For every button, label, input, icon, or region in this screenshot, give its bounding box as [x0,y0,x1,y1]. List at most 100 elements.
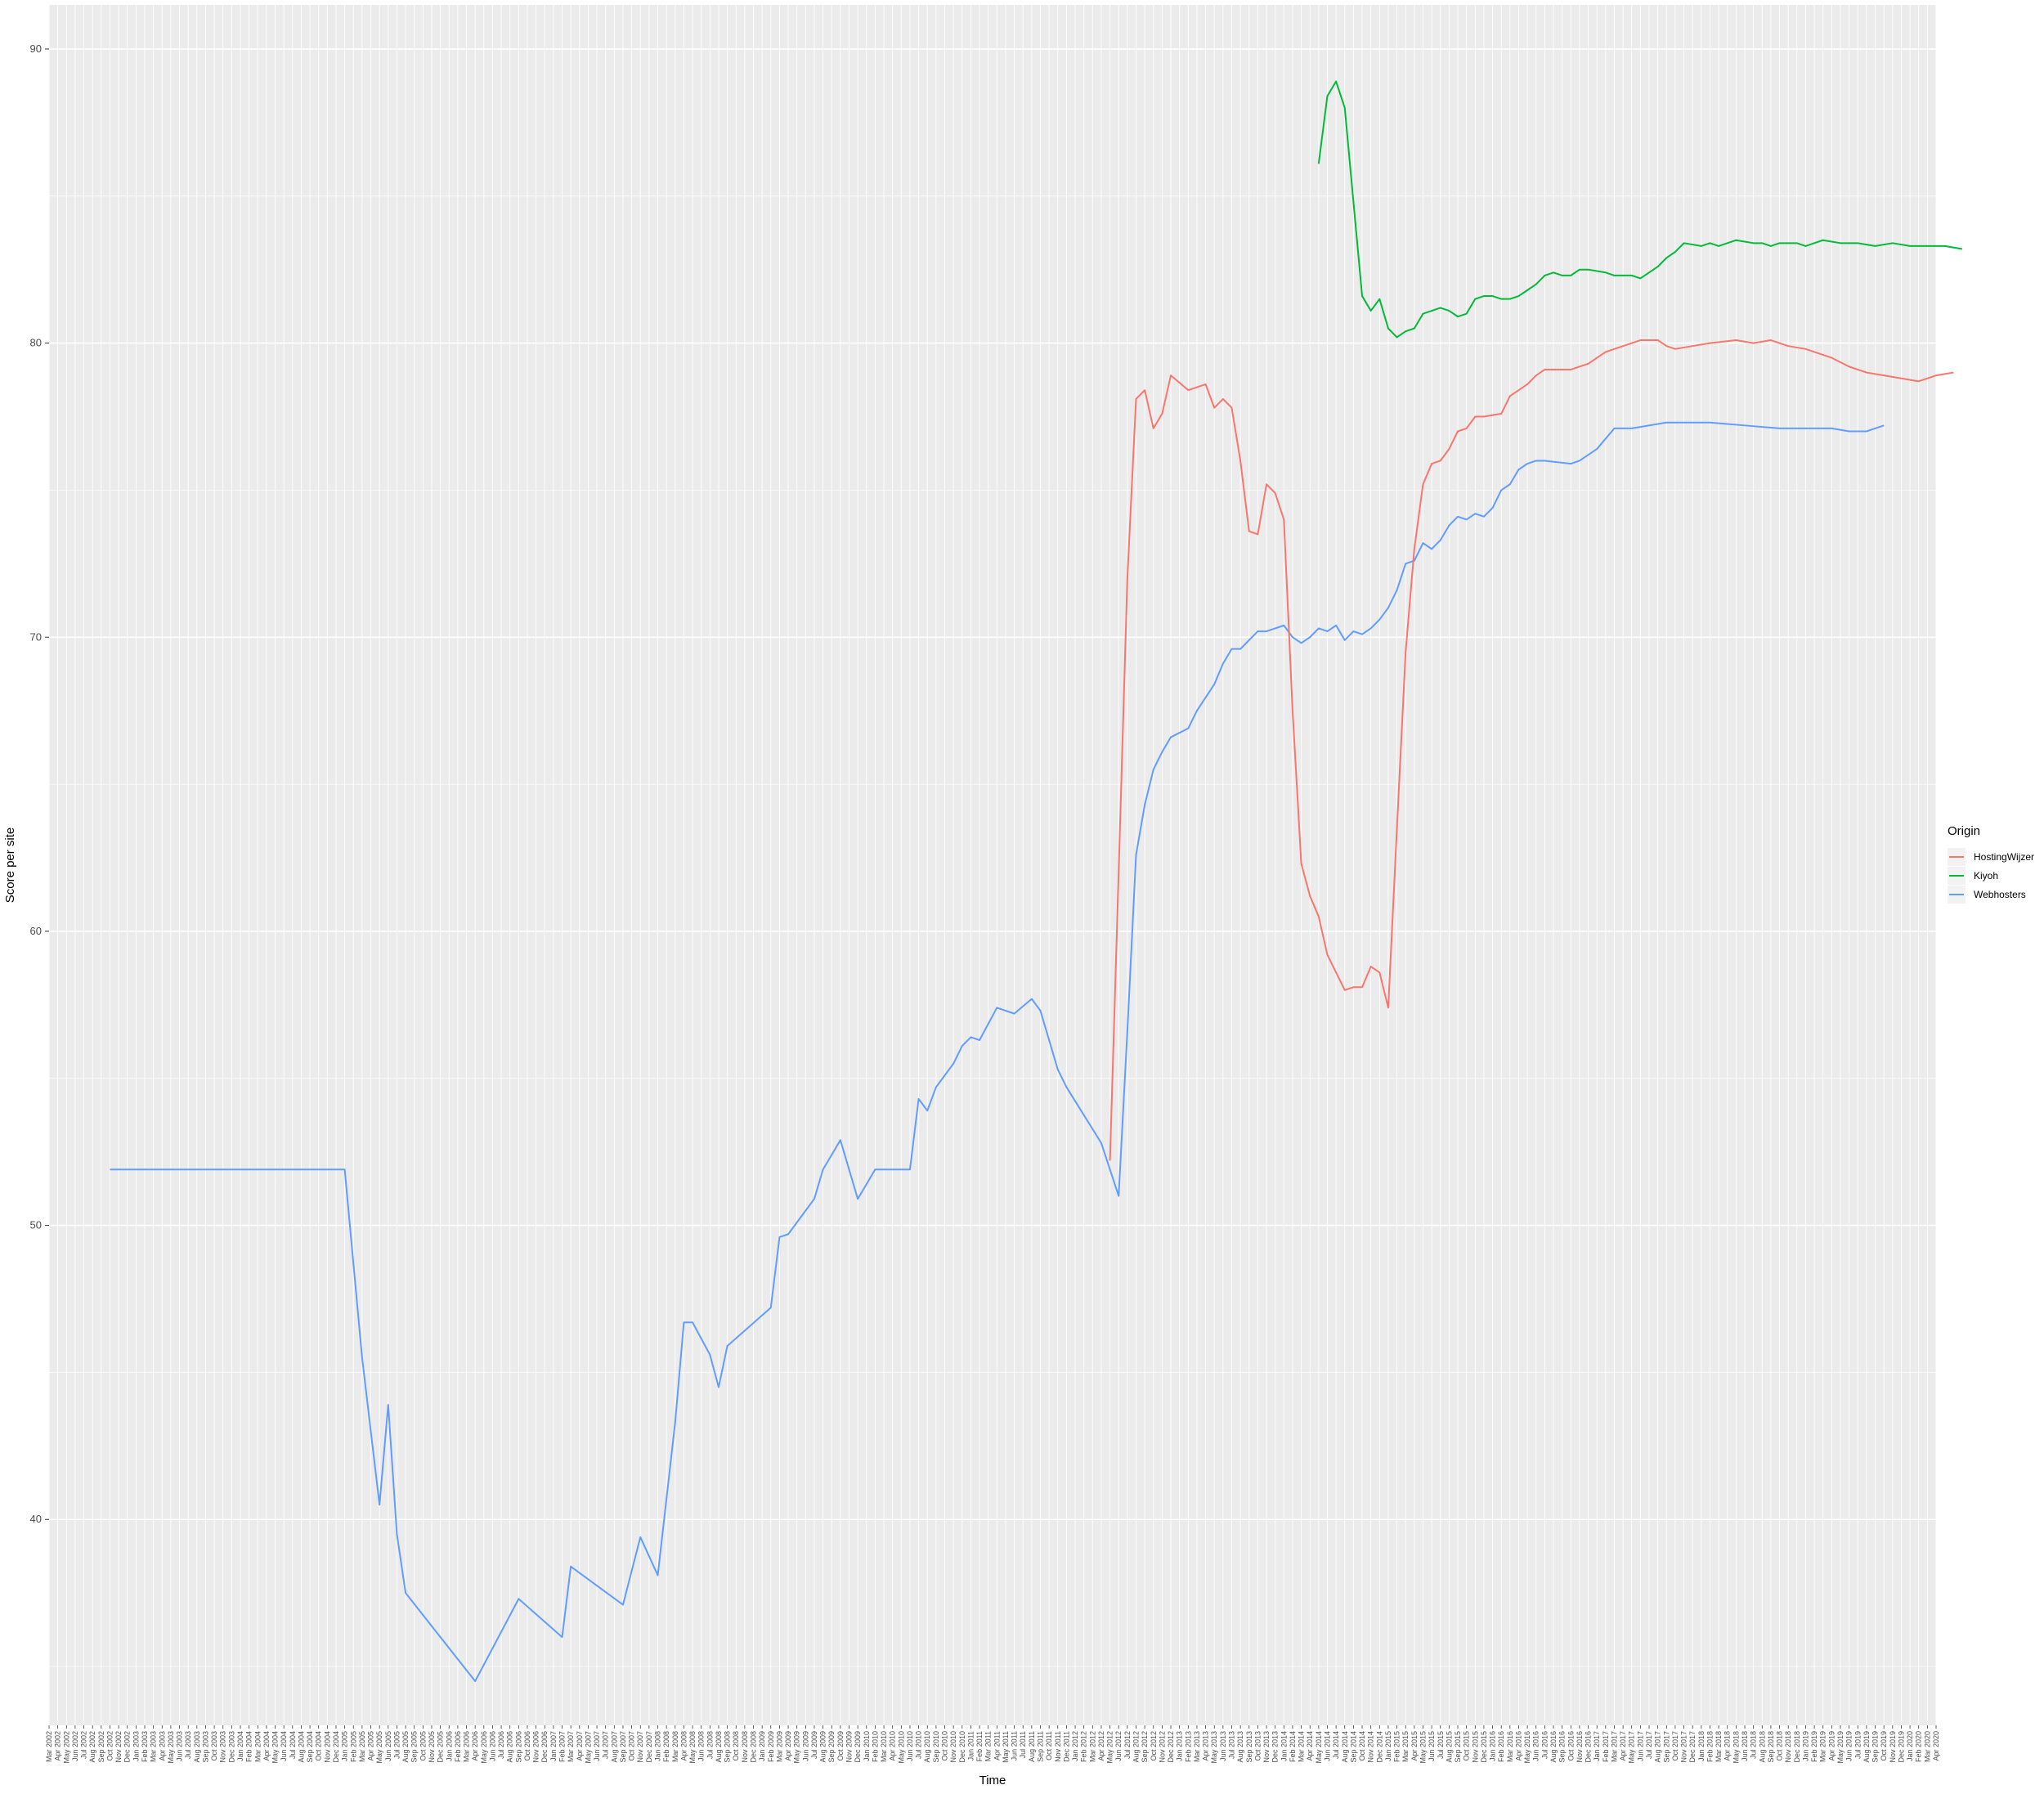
x-tick-label: May 2018 [1732,1731,1740,1764]
x-tick-label: Nov 2019 [1889,1731,1897,1763]
x-tick-label: Apr 2014 [1306,1731,1314,1761]
x-tick-label: Oct 2009 [836,1731,845,1761]
x-tick-label: Aug 2012 [1132,1731,1140,1763]
series-line-kiyoh [1317,80,1963,339]
x-tick-label: Mar 2020 [1923,1731,1931,1762]
x-tick-label: Nov 2009 [845,1731,854,1763]
x-tick-label: Apr 2005 [367,1731,375,1761]
x-tick-label: Jan 2007 [549,1731,558,1761]
x-tick-label: Oct 2010 [941,1731,949,1761]
x-tick-label: Apr 2011 [993,1731,1001,1760]
x-tick-label: Apr 2020 [1932,1731,1940,1761]
x-tick-label: May 2016 [1523,1731,1531,1764]
x-tick-label: Jul 2012 [1123,1731,1132,1759]
x-tick-label: Oct 2011 [1045,1731,1053,1760]
x-tick-label: Jul 2003 [184,1731,192,1759]
x-tick-label: May 2007 [584,1731,592,1764]
x-tick-label: Jan 2009 [758,1731,766,1761]
x-tick-label: Feb 2017 [1602,1731,1610,1762]
y-tick-label: 80 [30,337,42,349]
x-tick-label: May 2010 [897,1731,905,1764]
x-tick-label: Jul 2004 [289,1731,297,1759]
x-tick-label: Aug 2019 [1862,1731,1871,1763]
x-tick-label: Sep 2007 [619,1731,627,1763]
x-tick-label: Oct 2016 [1567,1731,1575,1761]
x-tick-label: Aug 2002 [88,1731,96,1763]
x-tick-label: Oct 2013 [1253,1731,1262,1761]
x-tick-label: Jun 2014 [1323,1731,1331,1761]
x-tick-label: Jun 2016 [1532,1731,1540,1761]
x-tick-label: Nov 2002 [114,1731,123,1763]
x-tick-label: Jun 2010 [906,1731,914,1761]
x-tick-label: Dec 2002 [123,1731,132,1763]
x-tick-label: May 2012 [1106,1731,1114,1764]
y-tick-label: 40 [30,1513,42,1525]
legend-label: Webhosters [1974,889,2026,900]
x-tick-label: Dec 2016 [1585,1731,1593,1763]
x-tick-label: Aug 2006 [506,1731,514,1763]
x-tick-label: Jul 2010 [915,1731,923,1759]
x-tick-label: Apr 2008 [679,1731,688,1761]
x-axis: Mar 2002 Apr 2002 May 2002 Jun 2002 Jul 2002… [45,1725,1940,1764]
x-tick-label: Jan 2008 [654,1731,662,1761]
x-gridlines [48,5,1937,1725]
x-tick-label: Sep 2010 [932,1731,940,1763]
x-tick-label: Mar 2008 [671,1731,679,1762]
x-tick-label: Jul 2005 [392,1731,401,1759]
x-tick-label: Feb 2005 [349,1731,357,1762]
y-tick-label: 50 [30,1219,42,1231]
x-tick-label: Sep 2004 [306,1731,314,1763]
x-tick-label: Jun 2013 [1219,1731,1227,1761]
legend-label: Kiyoh [1974,870,1998,881]
x-tick-label: Mar 2019 [1819,1731,1827,1762]
x-tick-label: May 2014 [1315,1731,1323,1764]
x-tick-label: Dec 2009 [854,1731,862,1763]
x-tick-label: Jul 2006 [497,1731,505,1759]
x-tick-label: Mar 2013 [1193,1731,1201,1762]
x-tick-label: Mar 2016 [1506,1731,1514,1762]
x-tick-label: Jun 2019 [1845,1731,1853,1761]
x-tick-label: Sep 2012 [1141,1731,1149,1763]
x-tick-label: Jan 2013 [1176,1731,1184,1761]
x-tick-label: Feb 2013 [1184,1731,1192,1762]
x-tick-label: Mar 2018 [1715,1731,1723,1762]
x-tick-label: Apr 2012 [1097,1731,1105,1761]
x-tick-label: Mar 2011 [984,1731,993,1761]
x-tick-label: Jan 2016 [1489,1731,1497,1761]
x-tick-label: Mar 2015 [1401,1731,1410,1762]
x-tick-label: Sep 2019 [1871,1731,1880,1763]
x-tick-label: Feb 2006 [454,1731,462,1762]
x-tick-label: Nov 2010 [949,1731,957,1763]
x-tick-label: Feb 2014 [1289,1731,1297,1762]
x-tick-label: Feb 2019 [1810,1731,1818,1762]
x-axis-title: Time [979,1774,1006,1787]
x-tick-label: Jul 2009 [810,1731,818,1759]
x-tick-label: Feb 2020 [1915,1731,1923,1762]
x-tick-label: Dec 2010 [958,1731,966,1763]
x-tick-label: Oct 2019 [1880,1731,1888,1761]
x-tick-label: May 2004 [271,1731,280,1764]
y-tick-label: 60 [30,925,42,937]
x-tick-label: May 2003 [167,1731,175,1764]
x-tick-label: Feb 2010 [871,1731,879,1762]
x-tick-label: Jan 2003 [132,1731,140,1761]
x-tick-label: Apr 2007 [576,1731,584,1761]
x-tick-label: Nov 2015 [1471,1731,1479,1763]
x-tick-label: Jul 2019 [1853,1731,1862,1759]
x-tick-label: Dec 2011 [1062,1731,1070,1762]
x-tick-label: Mar 2007 [567,1731,575,1762]
x-tick-label: Aug 2017 [1654,1731,1662,1763]
x-tick-label: Dec 2015 [1480,1731,1488,1763]
x-tick-label: Feb 2008 [662,1731,670,1762]
x-tick-label: Dec 2007 [645,1731,653,1763]
x-tick-label: Dec 2013 [1271,1731,1280,1763]
x-tick-label: Mar 2003 [150,1731,158,1762]
x-tick-label: Apr 2017 [1619,1731,1627,1761]
x-tick-label: Jun 2009 [801,1731,809,1761]
x-tick-label: Aug 2009 [819,1731,827,1763]
x-tick-label: Apr 2015 [1410,1731,1419,1761]
x-tick-label: Nov 2014 [1367,1731,1375,1763]
x-tick-label: Jun 2015 [1428,1731,1436,1761]
x-tick-label: Sep 2014 [1349,1731,1357,1763]
x-tick-label: May 2017 [1628,1731,1636,1764]
